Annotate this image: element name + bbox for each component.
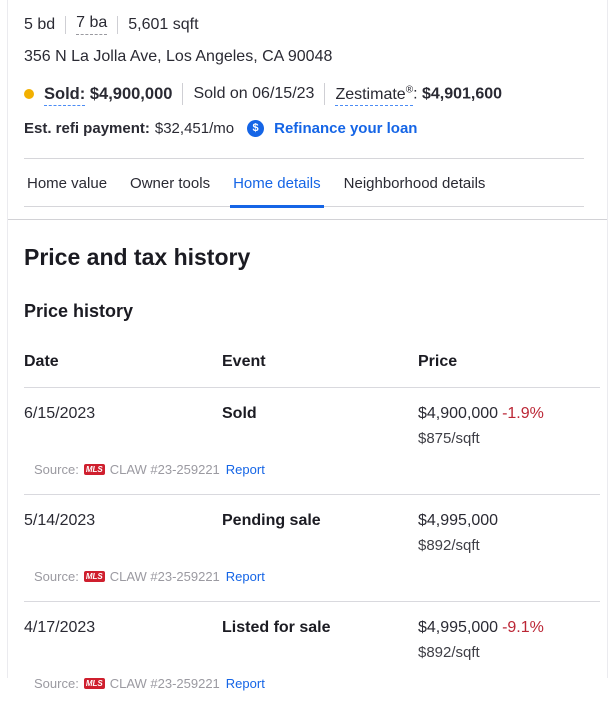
report-link[interactable]: Report	[225, 676, 265, 691]
mls-icon: MLS	[83, 571, 105, 582]
row-price: $4,995,000 $892/sqft	[418, 512, 600, 554]
sold-price: Sold: $4,900,000	[44, 84, 173, 106]
row-price: $4,995,000 -9.1% $892/sqft	[418, 619, 600, 661]
source-line: Source: MLS CLAW #23-259221 Report	[34, 676, 600, 691]
row-event: Sold	[222, 405, 257, 422]
sale-status-line: Sold: $4,900,000 Sold on 06/15/23 Zestim…	[24, 83, 600, 106]
source-label: Source:	[34, 462, 79, 477]
mls-icon: MLS	[83, 678, 105, 689]
zestimate-label[interactable]: Zestimate®	[335, 84, 414, 106]
zestimate: Zestimate®: $4,901,600	[335, 84, 503, 106]
source-id: CLAW #23-259221	[109, 462, 220, 477]
column-header-event: Event	[222, 353, 266, 370]
price-change: -1.9%	[502, 405, 544, 422]
price-value: $4,995,000	[418, 619, 499, 636]
refinance-line: Est. refi payment: $32,451/mo $ Refinanc…	[24, 120, 600, 137]
row-event: Pending sale	[222, 512, 321, 529]
section-divider	[8, 219, 607, 220]
card-right-border	[607, 0, 608, 678]
home-facts: 5 bd 7 ba 5,601 sqft	[24, 0, 600, 35]
mls-icon: MLS	[83, 464, 105, 475]
section-title: Price and tax history	[24, 244, 251, 270]
column-header-price: Price	[418, 353, 458, 370]
zestimate-value: $4,901,600	[421, 85, 503, 103]
tab-owner-tools[interactable]: Owner tools	[130, 175, 211, 192]
column-header-date: Date	[24, 353, 59, 370]
sold-on-date: Sold on 06/15/23	[193, 85, 315, 102]
property-detail-page: 5 bd 7 ba 5,601 sqft 356 N La Jolla Ave,…	[7, 0, 608, 691]
report-link[interactable]: Report	[225, 462, 265, 477]
source-id: CLAW #23-259221	[109, 676, 220, 691]
source-label: Source:	[34, 569, 79, 584]
table-row: 4/17/2023 Listed for sale $4,995,000 -9.1…	[24, 602, 600, 708]
row-event: Listed for sale	[222, 619, 331, 636]
status-divider	[324, 83, 326, 105]
source-label: Source:	[34, 676, 79, 691]
tab-neighborhood-details[interactable]: Neighborhood details	[343, 175, 486, 192]
source-id: CLAW #23-259221	[109, 569, 220, 584]
table-row: 5/14/2023 Pending sale $4,995,000 $892/s…	[24, 495, 600, 602]
price-history-header-row: Date Event Price	[24, 353, 600, 388]
sold-price-value: $4,900,000	[89, 84, 173, 103]
sold-label[interactable]: Sold:	[44, 84, 86, 106]
facts-divider	[65, 15, 67, 34]
card-left-border	[7, 0, 8, 678]
price-value: $4,900,000	[418, 405, 499, 422]
price-change: -9.1%	[502, 619, 544, 636]
baths-fact[interactable]: 7 ba	[76, 14, 108, 35]
tab-home-details[interactable]: Home details	[230, 159, 324, 208]
price-per-sqft: $875/sqft	[418, 430, 480, 447]
source-line: Source: MLS CLAW #23-259221 Report	[34, 569, 600, 584]
table-row: 6/15/2023 Sold $4,900,000 -1.9% $875/sqft…	[24, 388, 600, 495]
facts-divider	[117, 15, 119, 34]
tab-home-value[interactable]: Home value	[27, 175, 108, 192]
registered-trademark-icon: ®	[405, 84, 414, 96]
price-history-subtitle: Price history	[24, 301, 134, 321]
report-link[interactable]: Report	[225, 569, 265, 584]
beds-fact: 5 bd	[24, 15, 56, 33]
status-divider	[182, 83, 184, 105]
refinance-loan-link[interactable]: Refinance your loan	[274, 120, 418, 137]
row-date: 5/14/2023	[24, 512, 96, 529]
row-price: $4,900,000 -1.9% $875/sqft	[418, 405, 600, 447]
refi-payment-label: Est. refi payment:	[24, 120, 150, 137]
row-date: 4/17/2023	[24, 619, 96, 636]
row-date: 6/15/2023	[24, 405, 96, 422]
detail-tabs: Home value Owner tools Home details Neig…	[24, 158, 584, 208]
price-per-sqft: $892/sqft	[418, 644, 480, 661]
sold-status-dot-icon	[24, 89, 34, 99]
property-address: 356 N La Jolla Ave, Los Angeles, CA 9004…	[24, 48, 333, 65]
source-line: Source: MLS CLAW #23-259221 Report	[34, 462, 600, 477]
price-per-sqft: $892/sqft	[418, 537, 480, 554]
dollar-circle-icon: $	[247, 120, 265, 137]
price-value: $4,995,000	[418, 512, 499, 529]
sqft-fact: 5,601 sqft	[128, 15, 199, 33]
refi-payment-value: $32,451/mo	[154, 120, 235, 137]
